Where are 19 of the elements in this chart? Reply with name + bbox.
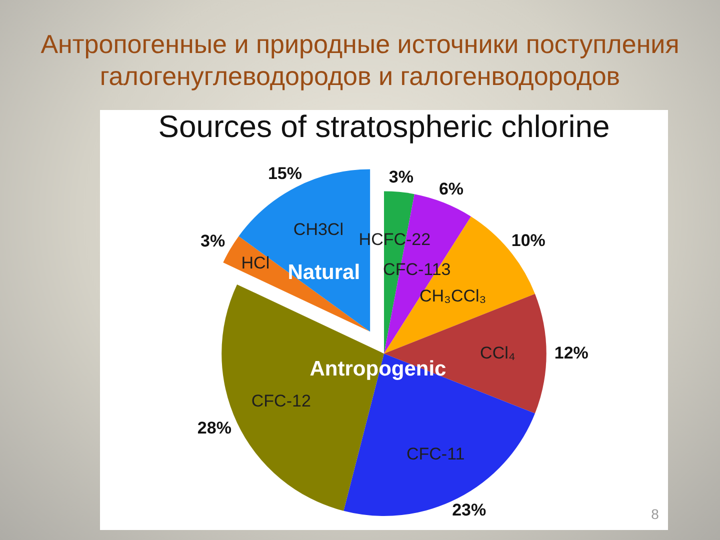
chart-title: Антропогенные и природные источники поступления галогенуглеводородов и галогенводородов (40, 28, 680, 92)
data-label: 3% (200, 232, 226, 251)
slice-label: CFC-12 (251, 392, 311, 411)
data-label: 28% (197, 418, 232, 438)
data-label: 15% (268, 164, 302, 184)
data-label: 23% (452, 500, 486, 520)
slice-label: CFC-11 (406, 444, 465, 464)
data-label: 10% (511, 230, 546, 250)
data-label: 12% (554, 343, 588, 362)
data-label: 3% (388, 168, 414, 187)
slice-label: CH₃CCl₃ (419, 286, 486, 306)
slice-label: HCl (241, 254, 270, 273)
slice-label: HCFC-22 (358, 230, 431, 250)
data-label: 6% (438, 179, 464, 198)
text: Natural (288, 260, 360, 284)
chart-subtitle: Sources of stratospheric chlorine (158, 109, 610, 144)
text: 8 (650, 506, 660, 522)
slice-label: CH3Cl (293, 220, 344, 240)
slice-label: CCl₄ (480, 343, 516, 362)
